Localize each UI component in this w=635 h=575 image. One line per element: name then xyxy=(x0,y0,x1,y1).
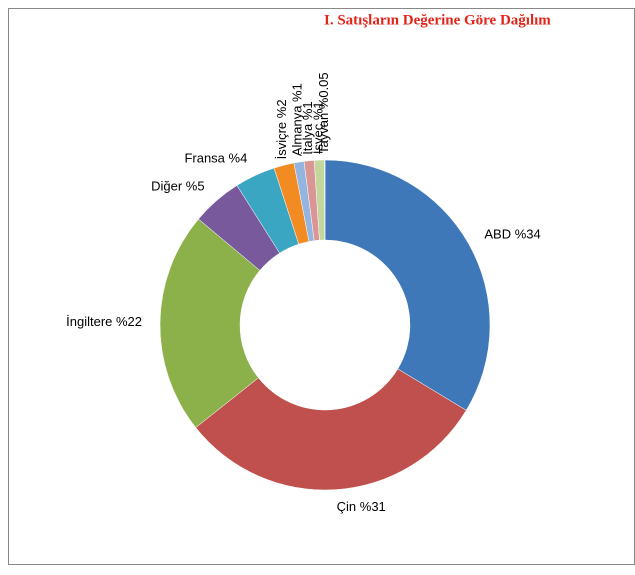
data-label: Almanya %1 xyxy=(289,83,304,156)
data-label: İsviçre %2 xyxy=(274,99,289,159)
donut-slice xyxy=(324,159,491,411)
donut-slice xyxy=(324,159,326,241)
data-label: Tayvan %0.05 xyxy=(316,72,331,154)
chart-title: I. Satışların Değerine Göre Dağılım xyxy=(324,12,551,28)
data-label: Çin %31 xyxy=(337,499,386,514)
data-label: Diğer %5 xyxy=(151,179,204,194)
data-label: İngiltere %22 xyxy=(66,314,142,329)
donut-slice xyxy=(195,368,467,491)
data-label: ABD %34 xyxy=(484,227,540,242)
data-label: İsveç %1 xyxy=(311,101,326,154)
data-label: İtalya %1 xyxy=(300,101,315,154)
data-label: Fransa %4 xyxy=(184,151,247,166)
donut-slice xyxy=(159,218,261,428)
